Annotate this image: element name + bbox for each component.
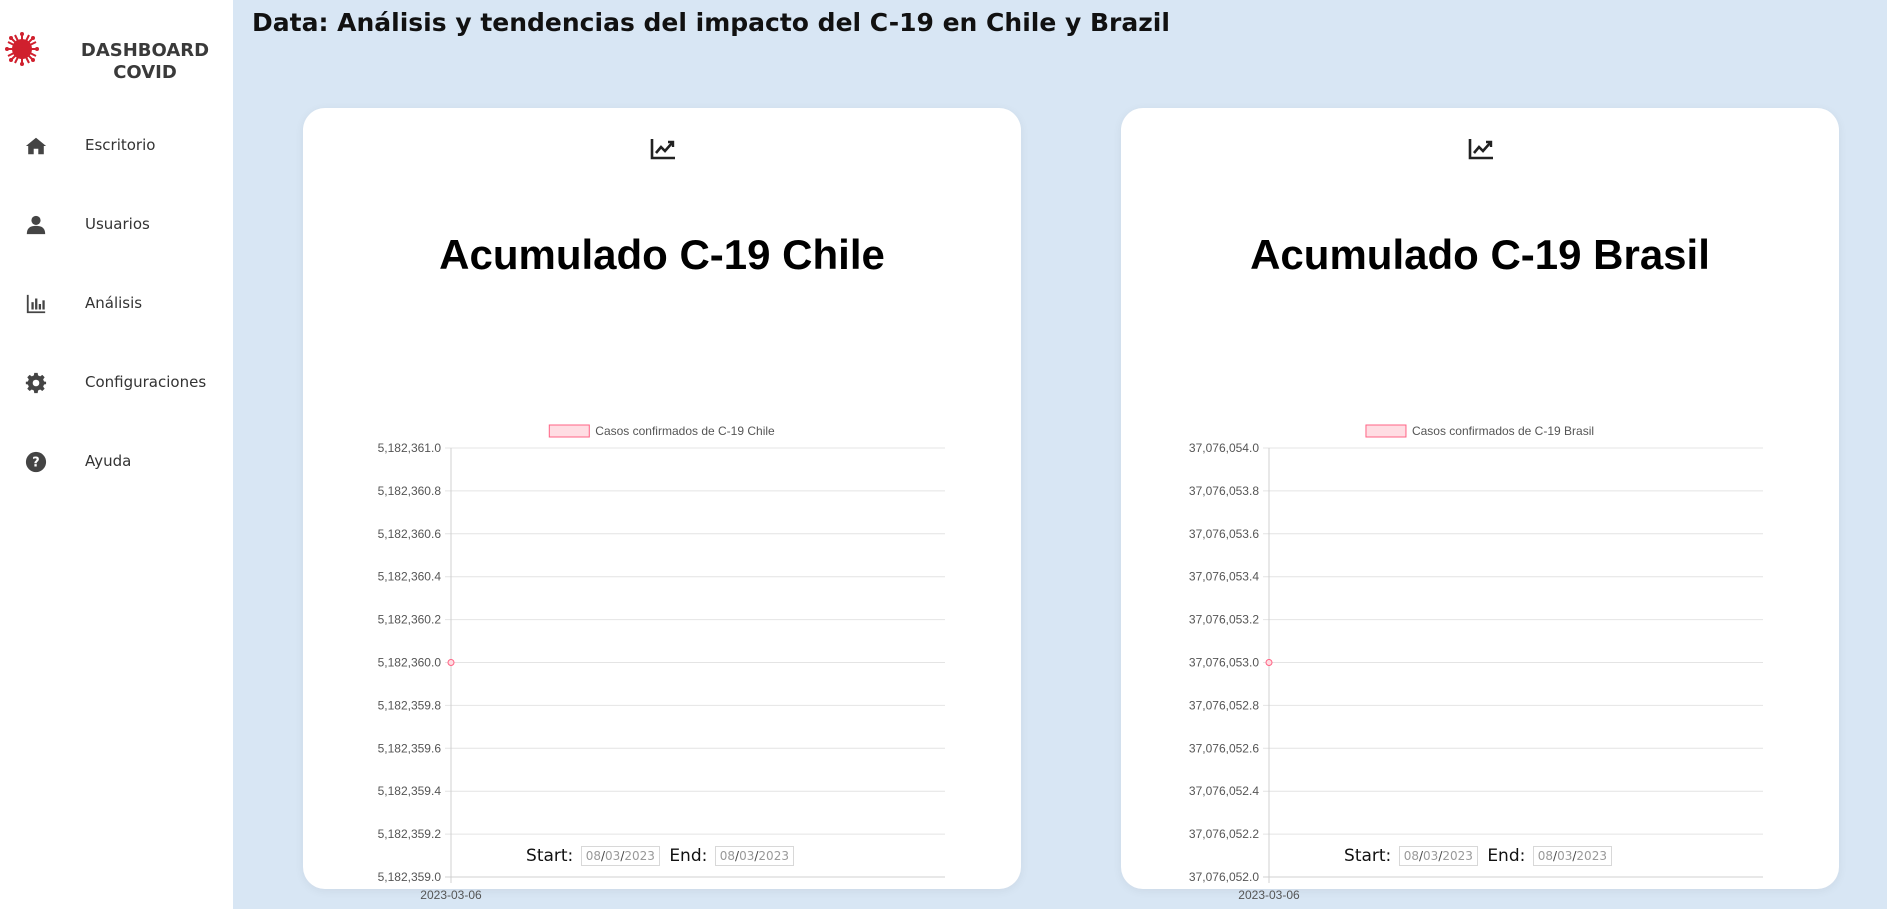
- data-point: [1265, 659, 1273, 666]
- sidebar-item-label: Configuraciones: [85, 373, 207, 391]
- start-label: Start:: [1344, 846, 1392, 866]
- line-chart-icon: [1468, 139, 1493, 160]
- y-tick-label: 5,182,360.4: [378, 570, 442, 584]
- end-day: 08: [1537, 849, 1554, 863]
- start-date-input[interactable]: 08/03/2023: [580, 846, 660, 866]
- end-year: 2023: [1576, 849, 1607, 863]
- legend-label: Casos confirmados de C-19 Brasil: [1412, 424, 1594, 438]
- y-tick-label: 37,076,053.6: [1189, 527, 1259, 541]
- x-tick-label: 2023-03-06: [420, 888, 482, 902]
- start-month: 03: [1423, 849, 1439, 863]
- brand-line-1: DASHBOARD: [80, 40, 210, 61]
- end-year: 2023: [758, 849, 789, 863]
- y-tick-label: 37,076,052.2: [1189, 827, 1259, 841]
- end-label: End:: [1487, 846, 1526, 866]
- sidebar-item-label: Usuarios: [85, 215, 150, 233]
- start-year: 2023: [624, 849, 655, 863]
- sidebar-item-configuraciones[interactable]: Configuraciones: [0, 358, 233, 408]
- y-tick-label: 37,076,052.8: [1189, 698, 1259, 712]
- chart-card-brasil: Acumulado C-19 Brasil Casos confirmados …: [1121, 108, 1839, 902]
- start-month: 03: [605, 849, 621, 863]
- start-day: 08: [1403, 849, 1419, 863]
- legend-label: Casos confirmados de C-19 Chile: [595, 424, 775, 438]
- y-tick-label: 5,182,359.4: [378, 784, 442, 798]
- card-title: Acumulado C-19 Brasil: [1250, 231, 1710, 278]
- y-tick-label: 37,076,052.4: [1189, 784, 1259, 798]
- y-tick-label: 37,076,053.4: [1189, 570, 1259, 584]
- y-tick-label: 5,182,360.0: [378, 656, 442, 670]
- y-tick-label: 37,076,054.0: [1189, 441, 1259, 455]
- chart: Casos confirmados de C-19 Chile 5,182,361…: [378, 424, 945, 902]
- brand[interactable]: DASHBOARD COVID: [0, 30, 233, 90]
- end-date-input[interactable]: 08/03/2023: [714, 846, 794, 866]
- legend-swatch: [1365, 424, 1407, 438]
- virus-icon: [5, 32, 39, 66]
- sidebar-item-label: Ayuda: [85, 452, 132, 470]
- start-label: Start:: [526, 846, 574, 866]
- x-tick-label: 2023-03-06: [1238, 888, 1300, 902]
- start-date-input[interactable]: 08/03/2023: [1398, 846, 1478, 866]
- sidebar-item-label: Análisis: [85, 294, 143, 312]
- end-day: 08: [719, 849, 736, 863]
- sidebar-item-analisis[interactable]: Análisis: [0, 279, 233, 329]
- y-tick-label: 5,182,359.0: [378, 870, 442, 884]
- y-tick-label: 5,182,361.0: [378, 441, 442, 455]
- end-month: 03: [1557, 849, 1573, 863]
- y-tick-label: 5,182,359.2: [378, 827, 442, 841]
- end-label: End:: [669, 846, 708, 866]
- bar-chart-icon: [26, 294, 46, 314]
- user-icon: [26, 215, 46, 235]
- legend-swatch: [548, 424, 590, 438]
- help-icon: ?: [25, 451, 47, 473]
- sidebar-item-escritorio[interactable]: Escritorio: [0, 121, 233, 171]
- date-range: Start: 08/03/2023 End: 08/03/2023: [1121, 846, 1839, 866]
- sidebar-item-label: Escritorio: [85, 136, 156, 154]
- date-range: Start: 08/03/2023 End: 08/03/2023: [303, 846, 1021, 866]
- y-tick-label: 37,076,052.0: [1189, 870, 1259, 884]
- chart: Casos confirmados de C-19 Brasil 37,076,0…: [1189, 424, 1763, 902]
- sidebar-item-usuarios[interactable]: Usuarios: [0, 200, 233, 250]
- y-tick-label: 5,182,360.8: [378, 484, 442, 498]
- start-year: 2023: [1442, 849, 1473, 863]
- y-tick-label: 37,076,052.6: [1189, 741, 1259, 755]
- y-tick-label: 5,182,359.8: [378, 698, 442, 712]
- brand-line-2: COVID: [113, 62, 177, 83]
- card-title: Acumulado C-19 Chile: [439, 231, 885, 278]
- y-tick-label: 5,182,359.6: [378, 741, 442, 755]
- y-tick-label: 5,182,360.2: [378, 613, 442, 627]
- svg-text:?: ?: [32, 456, 39, 471]
- start-day: 08: [585, 849, 601, 863]
- y-tick-label: 37,076,053.2: [1189, 613, 1259, 627]
- y-tick-label: 37,076,053.8: [1189, 484, 1259, 498]
- data-point: [447, 659, 455, 666]
- sidebar-item-ayuda[interactable]: ? Ayuda: [0, 437, 233, 487]
- brand-title: DASHBOARD COVID: [62, 40, 228, 84]
- chart-card-chile: Acumulado C-19 Chile Casos confirmados d…: [303, 108, 1021, 902]
- y-tick-label: 5,182,360.6: [378, 527, 442, 541]
- end-date-input[interactable]: 08/03/2023: [1532, 846, 1612, 866]
- end-month: 03: [739, 849, 755, 863]
- home-icon: [25, 137, 47, 155]
- line-chart-icon: [650, 139, 675, 160]
- y-tick-label: 37,076,053.0: [1189, 656, 1259, 670]
- sidebar: DASHBOARD COVID Escritorio Usuarios Anál…: [0, 0, 233, 909]
- gear-icon: [25, 372, 47, 394]
- page-title: Data: Análisis y tendencias del impacto …: [252, 8, 1170, 37]
